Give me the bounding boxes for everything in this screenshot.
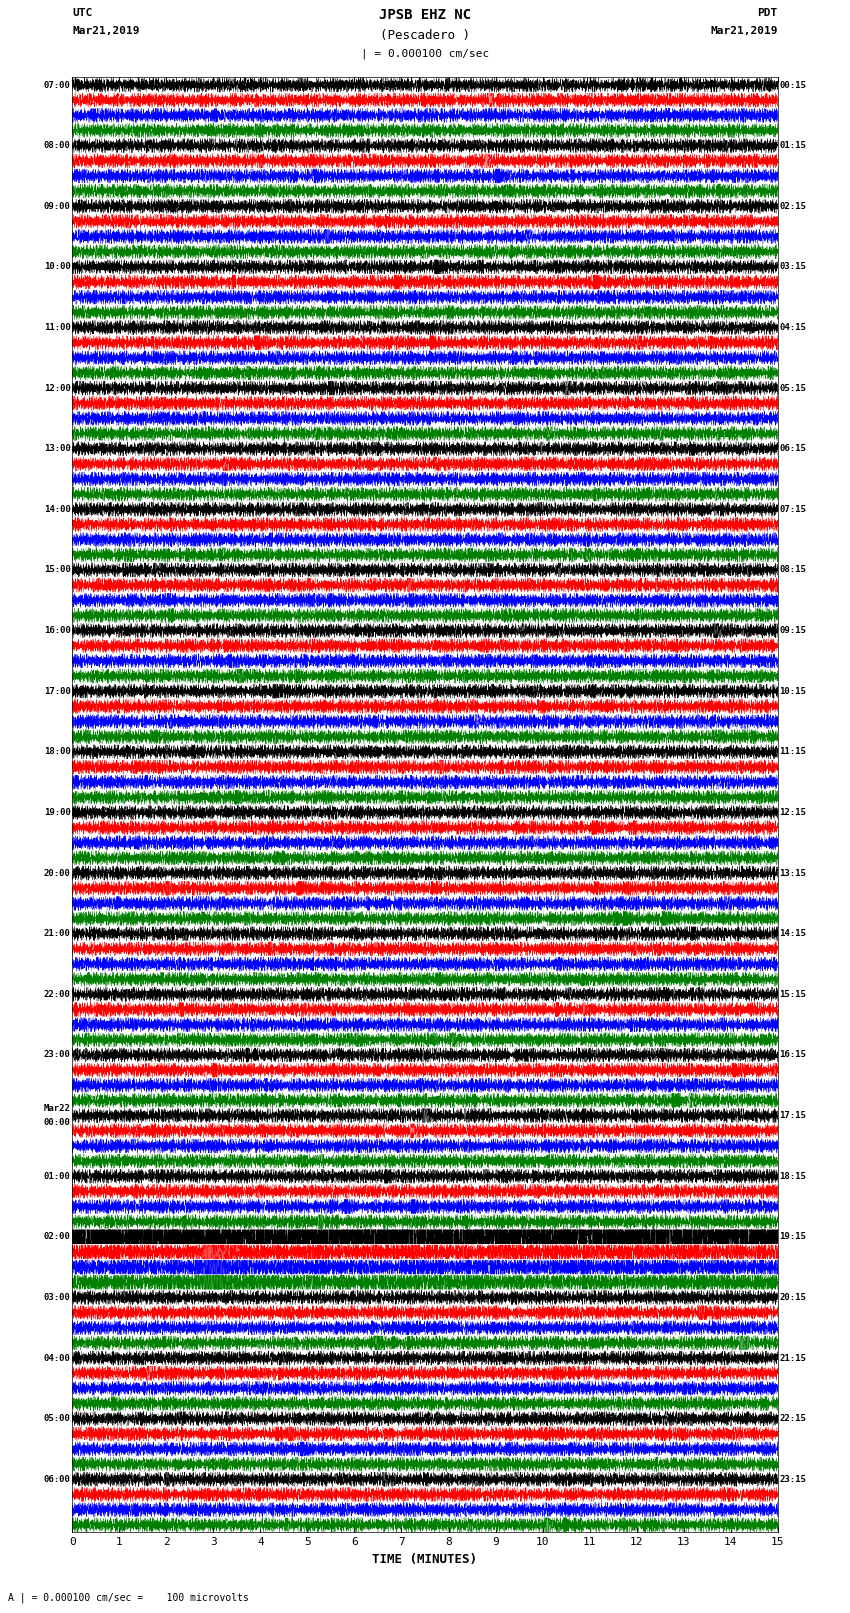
Text: 13:00: 13:00	[44, 444, 71, 453]
Text: 22:15: 22:15	[779, 1415, 806, 1423]
Text: 04:00: 04:00	[44, 1353, 71, 1363]
Text: 02:00: 02:00	[44, 1232, 71, 1242]
Text: Mar21,2019: Mar21,2019	[711, 26, 778, 35]
Text: (Pescadero ): (Pescadero )	[380, 29, 470, 42]
Text: 04:15: 04:15	[779, 323, 806, 332]
Text: JPSB EHZ NC: JPSB EHZ NC	[379, 8, 471, 23]
Text: 12:15: 12:15	[779, 808, 806, 816]
Text: 09:00: 09:00	[44, 202, 71, 211]
Text: 16:00: 16:00	[44, 626, 71, 636]
Text: 19:15: 19:15	[779, 1232, 806, 1242]
Text: 03:00: 03:00	[44, 1294, 71, 1302]
Text: Mar22: Mar22	[44, 1103, 71, 1113]
Text: 20:15: 20:15	[779, 1294, 806, 1302]
Text: 11:00: 11:00	[44, 323, 71, 332]
X-axis label: TIME (MINUTES): TIME (MINUTES)	[372, 1553, 478, 1566]
Text: 20:00: 20:00	[44, 868, 71, 877]
Text: 18:00: 18:00	[44, 747, 71, 756]
Text: 21:00: 21:00	[44, 929, 71, 939]
Text: 03:15: 03:15	[779, 263, 806, 271]
Text: 13:15: 13:15	[779, 868, 806, 877]
Text: 08:00: 08:00	[44, 140, 71, 150]
Text: 16:15: 16:15	[779, 1050, 806, 1060]
Text: 06:00: 06:00	[44, 1474, 71, 1484]
Text: 01:15: 01:15	[779, 140, 806, 150]
Text: 21:15: 21:15	[779, 1353, 806, 1363]
Text: 17:15: 17:15	[779, 1111, 806, 1119]
Text: 11:15: 11:15	[779, 747, 806, 756]
Text: 10:15: 10:15	[779, 687, 806, 695]
Text: 23:15: 23:15	[779, 1474, 806, 1484]
Text: UTC: UTC	[72, 8, 93, 18]
Text: A | = 0.000100 cm/sec =    100 microvolts: A | = 0.000100 cm/sec = 100 microvolts	[8, 1592, 249, 1603]
Text: 05:15: 05:15	[779, 384, 806, 392]
Text: 06:15: 06:15	[779, 444, 806, 453]
Text: 22:00: 22:00	[44, 990, 71, 998]
Text: 18:15: 18:15	[779, 1171, 806, 1181]
Text: 01:00: 01:00	[44, 1171, 71, 1181]
Text: 00:00: 00:00	[44, 1118, 71, 1127]
Text: 14:15: 14:15	[779, 929, 806, 939]
Text: 09:15: 09:15	[779, 626, 806, 636]
Text: 12:00: 12:00	[44, 384, 71, 392]
Text: 00:15: 00:15	[779, 81, 806, 89]
Text: 15:00: 15:00	[44, 566, 71, 574]
Text: 08:15: 08:15	[779, 566, 806, 574]
Text: 07:00: 07:00	[44, 81, 71, 89]
Text: 19:00: 19:00	[44, 808, 71, 816]
Text: 07:15: 07:15	[779, 505, 806, 515]
Text: PDT: PDT	[757, 8, 778, 18]
Text: 23:00: 23:00	[44, 1050, 71, 1060]
Text: 17:00: 17:00	[44, 687, 71, 695]
Text: Mar21,2019: Mar21,2019	[72, 26, 139, 35]
Text: | = 0.000100 cm/sec: | = 0.000100 cm/sec	[361, 48, 489, 60]
Text: 05:00: 05:00	[44, 1415, 71, 1423]
Text: 14:00: 14:00	[44, 505, 71, 515]
Text: 10:00: 10:00	[44, 263, 71, 271]
Text: 02:15: 02:15	[779, 202, 806, 211]
Text: 15:15: 15:15	[779, 990, 806, 998]
